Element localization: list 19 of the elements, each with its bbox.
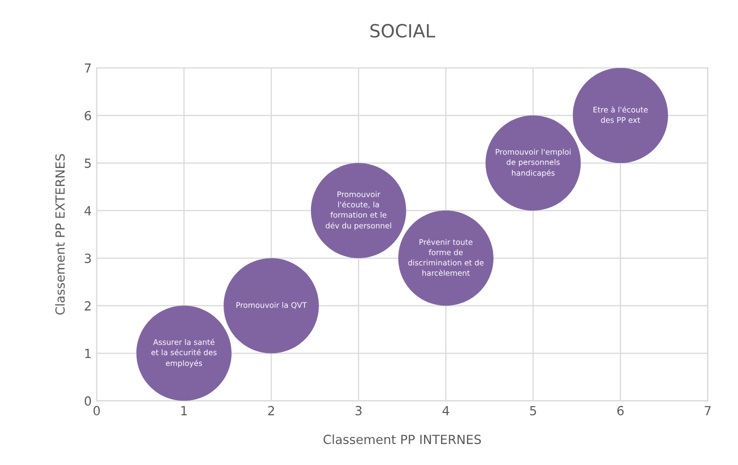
x-tick-label: 3 — [356, 406, 362, 416]
x-tick-label: 7 — [704, 406, 711, 416]
y-tick-label: 0 — [84, 396, 91, 406]
y-tick-label: 7 — [84, 64, 91, 73]
y-tick-label: 6 — [84, 110, 92, 120]
x-axis-title: Classement PP INTERNES — [324, 434, 481, 444]
x-tick-label: 2 — [268, 406, 274, 416]
y-tick-label: 5 — [84, 158, 91, 168]
x-tick-label: 1 — [181, 406, 187, 416]
chart-title: SOCIAL — [370, 24, 436, 38]
y-tick-label: 2 — [84, 301, 91, 310]
y-tick-label: 1 — [85, 348, 91, 358]
x-tick-label: 6 — [617, 406, 624, 416]
x-tick-label: 4 — [442, 406, 450, 416]
y-tick-label: 3 — [84, 254, 91, 264]
y-axis-title: Classement PP EXTERNES — [55, 154, 65, 315]
y-tick-label: 4 — [84, 206, 92, 216]
x-tick-label: 5 — [530, 406, 536, 416]
x-tick-label: 0 — [94, 406, 100, 416]
